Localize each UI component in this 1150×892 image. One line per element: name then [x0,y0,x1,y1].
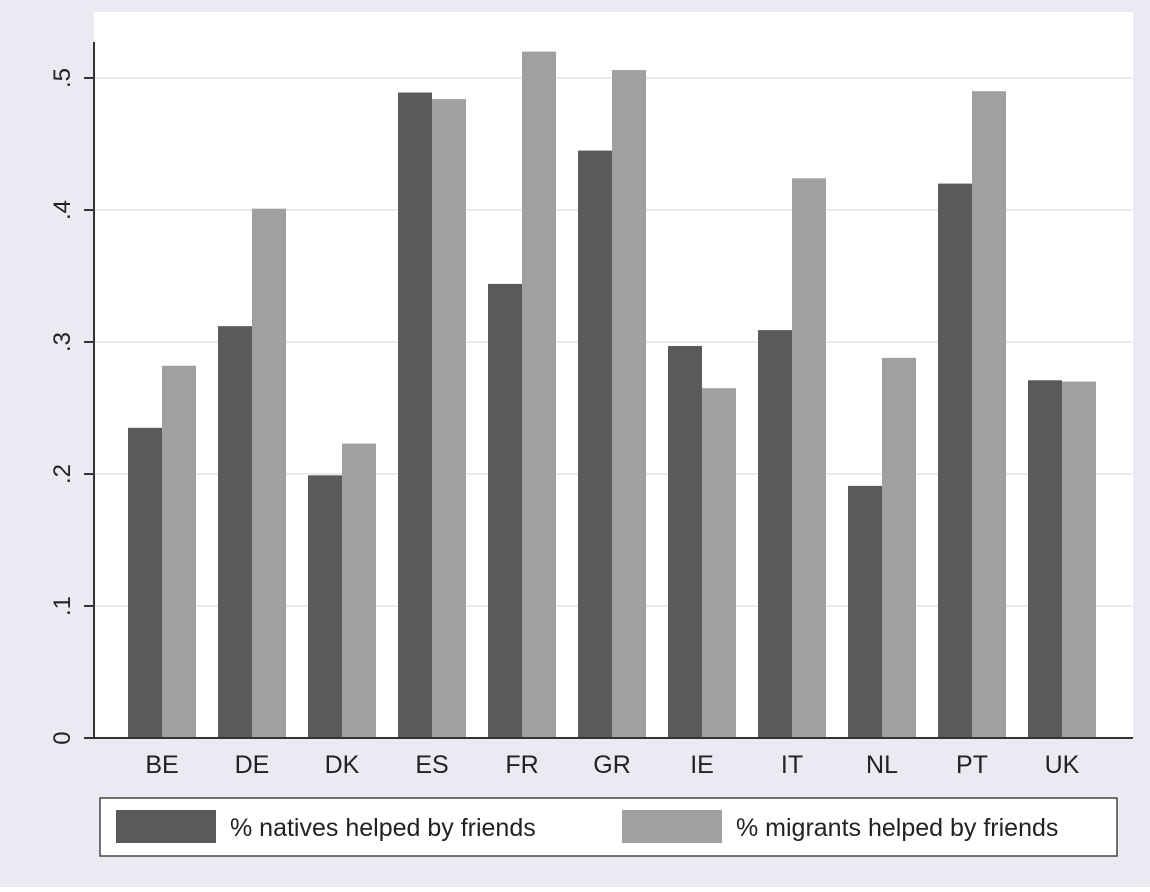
bar-ie-series-1 [668,345,702,738]
bar-de-series-2 [252,208,286,738]
x-tick-label: FR [505,751,538,779]
x-tick-label: IT [781,751,803,779]
bar-be-series-1 [128,427,162,738]
bar-ie-series-2 [702,388,736,738]
legend-label-series-2: % migrants helped by friends [736,814,1058,842]
y-tick-label: .3 [49,332,76,352]
y-tick-label: .1 [49,596,76,616]
axes: 0 .1 .2 .3 .4 .5 BE DE DK ES FR GR IE IT NL PT UK [49,42,1133,779]
bar-es-series-1 [398,92,432,738]
bar-es-series-2 [432,99,466,739]
y-tick-label: .5 [49,68,76,88]
legend-swatch-series-2 [622,810,722,843]
bar-uk-series-2 [1062,381,1096,738]
bar-it-series-1 [758,330,792,738]
legend-label-series-1: % natives helped by friends [230,814,536,842]
legend: % natives helped by friends % migrants he… [99,797,1118,857]
x-tick-label: NL [866,751,898,779]
bar-pt-series-1 [938,183,972,739]
legend-swatch-series-1 [116,810,216,843]
x-tick-label: DK [325,751,360,779]
x-tick-label: GR [593,751,631,779]
bar-nl-series-1 [848,485,882,738]
bar-gr-series-1 [578,150,612,739]
bar-nl-series-2 [882,357,916,738]
y-tick-label: .2 [49,464,76,484]
bar-de-series-1 [218,326,252,738]
bar-fr-series-2 [522,51,556,739]
bar-pt-series-2 [972,91,1006,738]
y-tick-label: 0 [49,731,76,744]
x-tick-label: IE [690,751,714,779]
x-tick-label: DE [235,751,270,779]
x-tick-label: UK [1045,751,1080,779]
bar-fr-series-1 [488,283,522,738]
bar-dk-series-2 [342,443,376,738]
bar-it-series-2 [792,178,826,738]
bar-gr-series-2 [612,70,646,738]
bars [128,51,1096,739]
x-tick-label: ES [415,751,448,779]
x-tick-label: PT [956,751,988,779]
bar-uk-series-1 [1028,380,1062,738]
x-tick-label: BE [145,751,178,779]
bar-dk-series-1 [308,475,342,738]
legend-box [99,797,1118,857]
y-tick-label: .4 [49,200,76,220]
bar-be-series-2 [162,365,196,738]
